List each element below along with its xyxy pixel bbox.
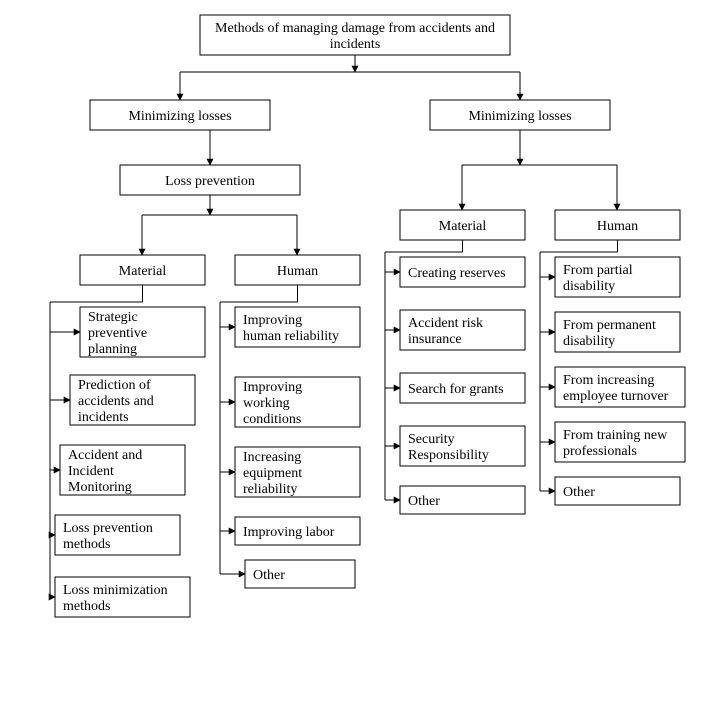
node-R_mat_1: Creating reserves [400, 257, 525, 287]
node-L_min-line-0: Minimizing losses [128, 109, 231, 124]
node-R_min-line-0: Minimizing losses [468, 109, 571, 124]
node-R_hum_4-line-1: professionals [563, 444, 637, 459]
node-L_mat_2: Prediction ofaccidents andincidents [70, 375, 195, 425]
node-L_prev-line-0: Loss prevention [165, 174, 255, 189]
node-R_hum_2: From permanentdisability [555, 312, 680, 352]
node-R_mat_4-line-1: Responsibility [408, 448, 489, 463]
node-L_mat: Material [80, 255, 205, 285]
node-R_hum_1-line-1: disability [563, 279, 615, 294]
node-L_mat_2-line-2: incidents [78, 410, 129, 425]
node-L_min: Minimizing losses [90, 100, 270, 130]
node-L_hum_2: Improvingworkingconditions [235, 377, 360, 427]
diagram-canvas: Methods of managing damage from accident… [0, 0, 713, 707]
node-root: Methods of managing damage from accident… [200, 15, 510, 55]
node-R_hum_2-line-1: disability [563, 334, 615, 349]
node-L_mat_5: Loss minimizationmethods [55, 577, 190, 617]
node-R_mat_4-line-0: Security [408, 432, 455, 447]
node-L_hum_4-line-0: Improving labor [243, 525, 335, 540]
node-R_mat-line-0: Material [439, 219, 487, 234]
node-L_hum_3: Increasingequipmentreliability [235, 447, 360, 497]
node-R_hum_1-line-0: From partial [563, 263, 633, 278]
node-L_mat_3: Accident andIncidentMonitoring [60, 445, 185, 495]
node-R_hum_1: From partialdisability [555, 257, 680, 297]
node-L_mat_1: Strategicpreventiveplanning [80, 307, 205, 357]
node-L_mat_5-line-0: Loss minimization [63, 583, 168, 598]
node-R_hum: Human [555, 210, 680, 240]
node-R_mat_3: Search for grants [400, 373, 525, 403]
node-L_hum_1-line-1: human reliability [243, 329, 339, 344]
node-L_mat_1-line-2: planning [88, 342, 137, 357]
node-L_mat-line-0: Material [119, 264, 167, 279]
node-L_hum_5-line-0: Other [253, 568, 285, 583]
node-L_hum_2-line-0: Improving [243, 380, 302, 395]
node-L_mat_3-line-1: Incident [68, 464, 114, 479]
node-R_hum_3-line-0: From increasing [563, 373, 654, 388]
node-L_mat_4-line-0: Loss prevention [63, 521, 153, 536]
node-L_mat_1-line-0: Strategic [88, 310, 138, 325]
node-L_mat_3-line-0: Accident and [68, 448, 142, 463]
node-L_mat_2-line-0: Prediction of [78, 378, 151, 393]
node-R_mat_2-line-0: Accident risk [408, 316, 483, 331]
node-L_hum_3-line-1: equipment [243, 466, 302, 481]
node-R_hum_2-line-0: From permanent [563, 318, 656, 333]
node-L_hum: Human [235, 255, 360, 285]
node-R_mat: Material [400, 210, 525, 240]
node-R_mat_2: Accident riskinsurance [400, 310, 525, 350]
node-R_mat_3-line-0: Search for grants [408, 382, 504, 397]
node-R_hum-line-0: Human [597, 219, 638, 234]
node-L_hum_3-line-0: Increasing [243, 450, 301, 465]
node-R_min: Minimizing losses [430, 100, 610, 130]
node-L_hum_1: Improvinghuman reliability [235, 307, 360, 347]
node-L_mat_4-line-1: methods [63, 537, 110, 552]
node-root-line-1: incidents [330, 37, 381, 52]
node-L_mat_4: Loss preventionmethods [55, 515, 180, 555]
node-R_hum_5: Other [555, 477, 680, 505]
node-L_hum_4: Improving labor [235, 517, 360, 545]
node-R_hum_3: From increasingemployee turnover [555, 367, 685, 407]
node-L_hum_3-line-2: reliability [243, 482, 297, 497]
node-L_prev: Loss prevention [120, 165, 300, 195]
node-L_mat_3-line-2: Monitoring [68, 480, 132, 495]
node-L_hum_2-line-2: conditions [243, 412, 301, 427]
node-R_mat_5-line-0: Other [408, 494, 440, 509]
node-L_hum_2-line-1: working [243, 396, 290, 411]
node-R_hum_5-line-0: Other [563, 485, 595, 500]
node-R_mat_1-line-0: Creating reserves [408, 266, 506, 281]
node-R_mat_5: Other [400, 486, 525, 514]
node-R_mat_2-line-1: insurance [408, 332, 462, 347]
node-R_hum_3-line-1: employee turnover [563, 389, 669, 404]
node-R_hum_4-line-0: From training new [563, 428, 668, 443]
node-R_hum_4: From training newprofessionals [555, 422, 685, 462]
node-L_mat_1-line-1: preventive [88, 326, 147, 341]
node-L_mat_5-line-1: methods [63, 599, 110, 614]
node-L_mat_2-line-1: accidents and [78, 394, 154, 409]
node-L_hum_1-line-0: Improving [243, 313, 302, 328]
node-root-line-0: Methods of managing damage from accident… [215, 21, 495, 36]
node-L_hum_5: Other [245, 560, 355, 588]
node-R_mat_4: SecurityResponsibility [400, 426, 525, 466]
node-L_hum-line-0: Human [277, 264, 318, 279]
